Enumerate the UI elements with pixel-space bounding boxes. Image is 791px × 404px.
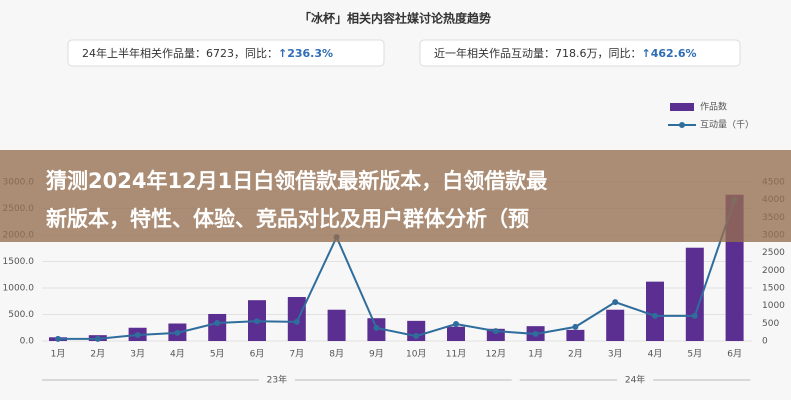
bar [646,281,664,341]
x-tick-label: 5月 [687,349,702,360]
line-point [572,323,579,330]
y2-tick-label: 1000 [762,301,785,311]
line-point [55,335,61,342]
y-tick-label: 1500.0 [3,257,35,267]
x-tick-label: 5月 [210,349,225,360]
x-tick-label: 6月 [250,349,265,360]
line [58,199,736,340]
x-tick-label: 10月 [406,349,426,360]
bar [447,326,465,341]
x-tick-label: 8月 [329,349,344,360]
y2-tick-label: 0 [762,337,768,347]
x-tick-label: 4月 [648,349,663,360]
stat-sep: ，同比： [234,47,278,60]
stat-change: ↑236.3% [278,47,333,60]
x-tick-label: 7月 [289,349,304,360]
x-tick-label: 3月 [608,349,623,360]
stat: 24年上半年相关作品量：6723，同比：↑236.3% [82,46,333,60]
legend-label: 互动量（千） [700,120,754,131]
line-point [373,324,380,331]
x-tick-label: 4月 [170,349,185,360]
banner [0,150,791,242]
bar [208,313,227,341]
y2-tick-label: 2000 [762,266,785,276]
stat-sep: ，同比： [598,47,642,60]
stat-box [67,39,385,67]
legend-swatch [670,103,694,111]
x-tick-label: 1月 [51,349,66,360]
stat-value: 718.6万 [555,47,598,60]
line-point [691,312,698,319]
stat-label: 24年上半年相关作品量： [82,46,206,60]
x-tick-label: 1月 [528,349,543,360]
x-tick-label: 12月 [486,349,506,360]
banner-line: 猜测2024年12月1日白领借款最新版本，白领借款最 [45,169,548,193]
y2-tick-label: 500 [762,319,779,329]
group-label: 24年 [625,374,645,386]
line-point [94,335,101,342]
x-tick-label: 11月 [446,349,466,360]
line-point [492,328,499,335]
y2-tick-label: 1500 [762,284,785,294]
bar [327,309,346,341]
group-label: 23年 [267,374,287,386]
banner-line: 新版本，特性、体验、竞品对比及用户群体分析（预 [46,207,529,231]
line-point [134,331,141,338]
line-point [293,318,300,325]
x-tick-label: 3月 [130,349,145,360]
y-tick-label: 500.0 [8,310,34,320]
x-tick-label: 2月 [568,349,583,360]
line-point [254,318,260,325]
line-point [214,319,221,326]
x-tick-label: 6月 [727,349,742,360]
line-point [652,312,658,319]
line-point [413,333,420,340]
bar [685,247,704,341]
bar [566,329,585,341]
x-tick-label: 9月 [369,349,384,360]
group-label-bg [258,372,295,388]
x-tick-label: 2月 [90,349,105,360]
stat-change: ↑462.6% [642,47,697,60]
line-point [174,329,181,336]
line-point [453,321,459,328]
bar [606,309,625,341]
line-point [612,299,619,306]
legend-label: 作品数 [700,101,727,113]
group-label-bg [617,372,654,388]
y2-tick-label: 2500 [762,248,785,258]
y-tick-label: 0.0 [20,337,35,347]
chart-title: 「冰杯」相关内容社媒讨论热度趋势 [299,11,491,26]
stat-box [419,39,741,67]
y-tick-label: 1000.0 [3,284,35,294]
line-point [532,330,539,337]
stat-value: 6723 [206,47,234,60]
stat-label: 近一年相关作品互动量： [434,46,555,60]
stat: 近一年相关作品互动量：718.6万，同比：↑462.6% [434,46,697,60]
legend-swatch [679,122,685,128]
